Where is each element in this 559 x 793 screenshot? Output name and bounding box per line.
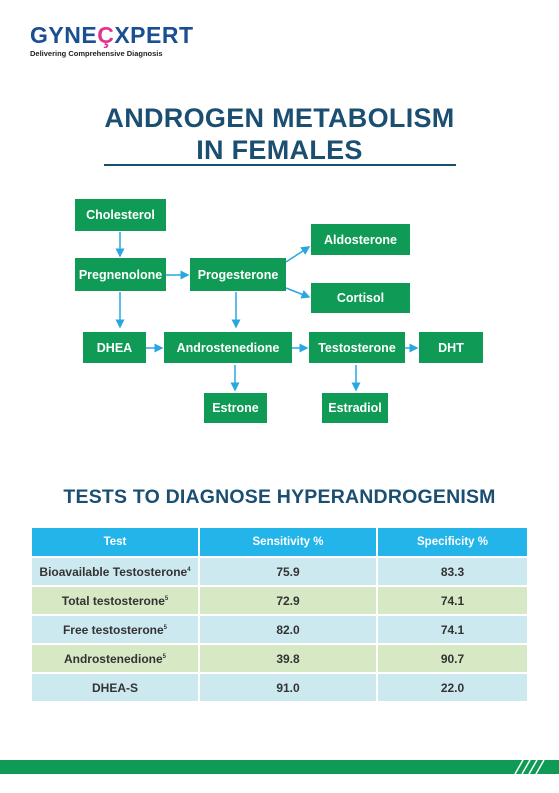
cell-specificity: 83.3: [378, 558, 527, 585]
cell-sensitivity: 91.0: [200, 674, 376, 701]
node-pregnenolone: Pregnenolone: [75, 258, 166, 291]
cell-test: DHEA-S: [32, 674, 198, 701]
node-cholesterol: Cholesterol: [75, 199, 166, 231]
cell-test: Androstenedione5: [32, 645, 198, 672]
node-estrone: Estrone: [204, 393, 267, 423]
tests-table: Test Sensitivity % Specificity % Bioavai…: [30, 526, 529, 703]
cell-specificity: 74.1: [378, 587, 527, 614]
table-row: Free testosterone5 82.0 74.1: [32, 616, 527, 643]
column-header-specificity: Specificity %: [378, 528, 527, 556]
cell-test: Total testosterone5: [32, 587, 198, 614]
cell-sensitivity: 75.9: [200, 558, 376, 585]
node-progesterone: Progesterone: [190, 258, 286, 291]
title-line-1: ANDROGEN METABOLISM: [104, 103, 455, 133]
cell-specificity: 22.0: [378, 674, 527, 701]
cell-test: Free testosterone5: [32, 616, 198, 643]
brand-name: GYNEÇXPERT: [30, 22, 194, 48]
node-aldosterone: Aldosterone: [311, 224, 410, 255]
node-androstenedione: Androstenedione: [164, 332, 292, 363]
cell-specificity: 90.7: [378, 645, 527, 672]
table-row: Bioavailable Testosterone4 75.9 83.3: [32, 558, 527, 585]
cell-sensitivity: 39.8: [200, 645, 376, 672]
node-testosterone: Testosterone: [309, 332, 405, 363]
node-cortisol: Cortisol: [311, 283, 410, 313]
arrow-progesterone-aldosterone: [285, 246, 311, 263]
cell-sensitivity: 72.9: [200, 587, 376, 614]
node-estradiol: Estradiol: [322, 393, 388, 423]
cell-test: Bioavailable Testosterone4: [32, 558, 198, 585]
cell-sensitivity: 82.0: [200, 616, 376, 643]
logo: GYNEÇXPERT Delivering Comprehensive Diag…: [30, 22, 194, 58]
table-row: Total testosterone5 72.9 74.1: [32, 587, 527, 614]
footer-stripes: [514, 760, 545, 774]
node-dht: DHT: [419, 332, 483, 363]
brand-tagline: Delivering Comprehensive Diagnosis: [30, 49, 163, 58]
node-dhea: DHEA: [83, 332, 146, 363]
page-title: ANDROGEN METABOLISM IN FEMALES: [0, 102, 559, 166]
arrow-progesterone-cortisol: [285, 287, 311, 299]
table-row: DHEA-S 91.0 22.0: [32, 674, 527, 701]
cell-specificity: 74.1: [378, 616, 527, 643]
footer-bar: [0, 760, 559, 774]
tests-heading: TESTS TO DIAGNOSE HYPERANDROGENISM: [63, 486, 496, 508]
title-underline: [104, 164, 456, 166]
brand-accent: Ç: [97, 22, 115, 48]
table-row: Androstenedione5 39.8 90.7: [32, 645, 527, 672]
table-header-row: Test Sensitivity % Specificity %: [32, 528, 527, 556]
title-line-2: IN FEMALES: [196, 135, 363, 165]
column-header-sensitivity: Sensitivity %: [200, 528, 376, 556]
column-header-test: Test: [32, 528, 198, 556]
